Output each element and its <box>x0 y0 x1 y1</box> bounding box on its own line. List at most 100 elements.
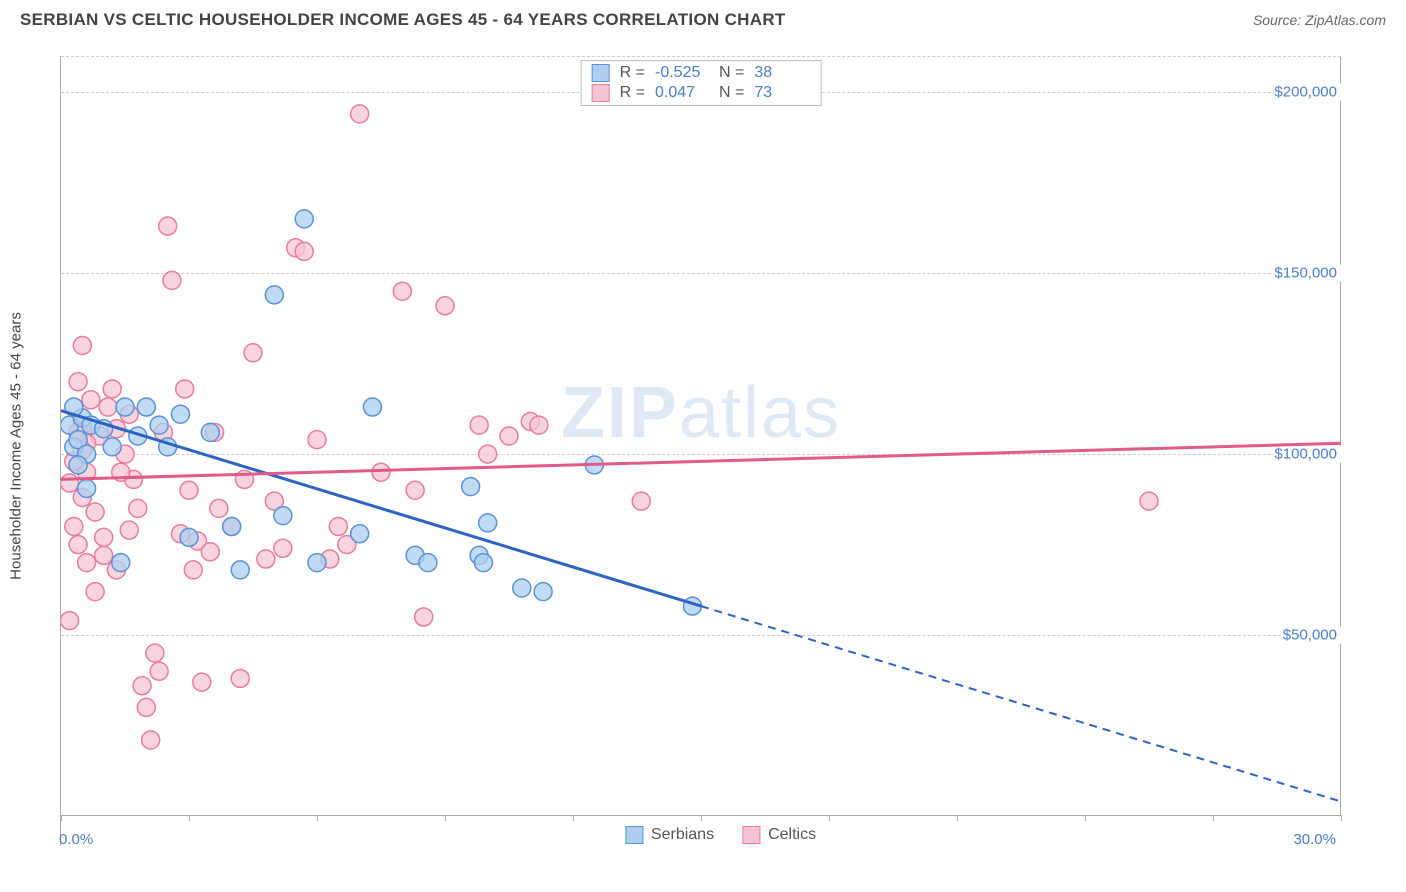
data-point <box>65 517 83 535</box>
scatter-svg <box>61 56 1341 816</box>
data-point <box>210 499 228 517</box>
data-point <box>372 463 390 481</box>
celtics-n-value: 73 <box>754 84 808 102</box>
chart-title: SERBIAN VS CELTIC HOUSEHOLDER INCOME AGE… <box>20 10 786 30</box>
data-point <box>436 297 454 315</box>
data-point <box>163 271 181 289</box>
serbians-swatch-icon <box>625 826 643 844</box>
x-tick <box>701 815 702 821</box>
x-tick <box>1341 815 1342 821</box>
x-tick <box>1213 815 1214 821</box>
data-point <box>530 416 548 434</box>
data-point <box>99 398 117 416</box>
data-point <box>329 517 347 535</box>
data-point <box>231 669 249 687</box>
celtics-label: Celtics <box>768 826 816 844</box>
data-point <box>223 517 241 535</box>
chart-header: SERBIAN VS CELTIC HOUSEHOLDER INCOME AGE… <box>0 0 1406 36</box>
data-point <box>61 474 79 492</box>
data-point <box>137 698 155 716</box>
chart-area: $50,000$100,000$150,000$200,000 ZIPatlas… <box>60 56 1380 846</box>
serbians-swatch <box>592 64 610 82</box>
data-point <box>78 554 96 572</box>
serbians-label: Serbians <box>651 826 714 844</box>
data-point <box>69 536 87 554</box>
y-axis-title: Householder Income Ages 45 - 64 years <box>8 312 25 580</box>
data-point <box>244 344 262 362</box>
data-point <box>180 481 198 499</box>
data-point <box>500 427 518 445</box>
data-point <box>133 677 151 695</box>
celtics-swatch-icon <box>742 826 760 844</box>
data-point <box>470 416 488 434</box>
data-point <box>176 380 194 398</box>
x-tick <box>61 815 62 821</box>
data-point <box>142 731 160 749</box>
correlation-legend: R = -0.525 N = 38 R = 0.047 N = 73 <box>581 60 822 106</box>
data-point <box>479 514 497 532</box>
plot-area: $50,000$100,000$150,000$200,000 ZIPatlas… <box>61 56 1341 816</box>
data-point <box>257 550 275 568</box>
series-legend: Serbians Celtics <box>625 826 816 844</box>
data-point <box>308 554 326 572</box>
r-label: R = <box>620 64 645 82</box>
data-point <box>474 554 492 572</box>
x-tick <box>829 815 830 821</box>
x-tick <box>445 815 446 821</box>
data-point <box>103 438 121 456</box>
serbians-r-value: -0.525 <box>655 64 709 82</box>
data-point <box>95 546 113 564</box>
data-point <box>462 478 480 496</box>
celtics-swatch <box>592 84 610 102</box>
data-point <box>419 554 437 572</box>
data-point <box>159 217 177 235</box>
data-point <box>73 337 91 355</box>
data-point <box>295 242 313 260</box>
data-point <box>274 507 292 525</box>
data-point <box>534 583 552 601</box>
data-point <box>363 398 381 416</box>
data-point <box>150 662 168 680</box>
x-tick <box>189 815 190 821</box>
serbians-n-value: 38 <box>754 64 808 82</box>
data-point <box>86 503 104 521</box>
data-point <box>116 398 134 416</box>
data-point <box>632 492 650 510</box>
data-point <box>95 528 113 546</box>
x-tick <box>957 815 958 821</box>
data-point <box>78 479 96 497</box>
data-point <box>146 644 164 662</box>
data-point <box>393 282 411 300</box>
chart-source: Source: ZipAtlas.com <box>1253 12 1386 28</box>
data-point <box>120 521 138 539</box>
x-tick <box>573 815 574 821</box>
data-point <box>274 539 292 557</box>
n-label: N = <box>719 84 744 102</box>
legend-item-celtics: Celtics <box>742 826 816 844</box>
x-axis-start-label: 0.0% <box>59 831 93 848</box>
data-point <box>150 416 168 434</box>
data-point <box>201 423 219 441</box>
data-point <box>295 210 313 228</box>
data-point <box>351 525 369 543</box>
data-point <box>406 481 424 499</box>
data-point <box>82 391 100 409</box>
data-point <box>171 405 189 423</box>
data-point <box>137 398 155 416</box>
regression-line-extrapolated <box>701 606 1341 801</box>
data-point <box>513 579 531 597</box>
data-point <box>201 543 219 561</box>
regression-line <box>61 443 1341 479</box>
data-point <box>265 286 283 304</box>
data-point <box>129 499 147 517</box>
data-point <box>69 373 87 391</box>
data-point <box>86 583 104 601</box>
x-axis-end-label: 30.0% <box>1293 831 1336 848</box>
data-point <box>69 456 87 474</box>
legend-row-serbians: R = -0.525 N = 38 <box>592 63 809 83</box>
data-point <box>351 105 369 123</box>
data-point <box>479 445 497 463</box>
legend-item-serbians: Serbians <box>625 826 714 844</box>
n-label: N = <box>719 64 744 82</box>
data-point <box>61 612 79 630</box>
